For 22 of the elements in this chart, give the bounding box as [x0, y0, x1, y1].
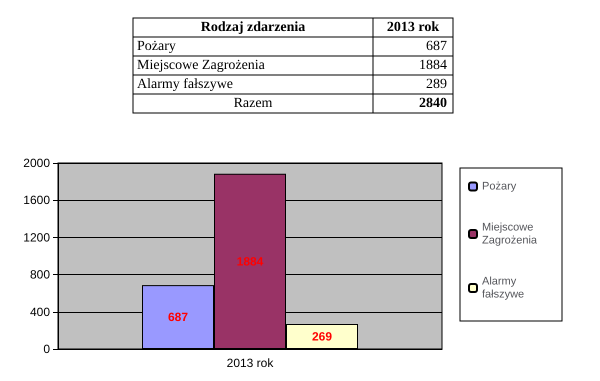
- text: Pożary: [137, 39, 176, 54]
- legend-label: Pożary: [482, 180, 517, 192]
- text: Alarmy fałszywe: [137, 77, 234, 92]
- y-tick-label: 2000: [23, 156, 50, 170]
- text: Rodzaj zdarzenia: [200, 20, 306, 35]
- data-label: 269: [312, 329, 332, 344]
- text: 687: [426, 39, 447, 54]
- y-tick-label: 800: [30, 268, 50, 282]
- data-label: 1884: [236, 254, 264, 268]
- text: 2013 rok: [386, 20, 440, 35]
- data-label: 687: [168, 310, 188, 324]
- y-tick-label: 400: [30, 304, 50, 319]
- text: 289: [426, 77, 447, 92]
- y-tick-label: 1600: [23, 193, 50, 208]
- legend-label: Miejscowe Zagrożenia: [482, 222, 538, 246]
- y-tick-label: 1200: [23, 230, 50, 244]
- text: 1884: [419, 58, 447, 73]
- text: 2840: [419, 96, 447, 111]
- y-tick-label: 0: [43, 342, 50, 356]
- text: Razem: [234, 96, 273, 111]
- text: Miejscowe Zagrożenia: [137, 58, 266, 73]
- legend-label: Alarmy fałszywe: [482, 276, 524, 300]
